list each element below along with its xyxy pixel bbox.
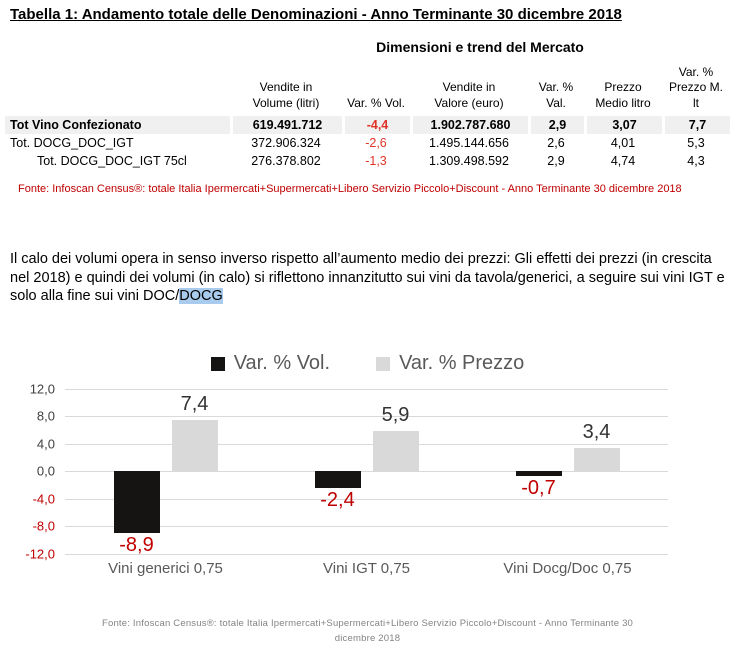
row-valore: 1.902.787.680 <box>410 116 528 135</box>
bar-value-label: -2,4 <box>320 488 355 511</box>
highlighted-text: DOCG <box>179 288 223 305</box>
column-header-var-vol: Var. % Vol. <box>347 95 405 110</box>
bar-value-label: -0,7 <box>521 477 556 500</box>
chart-plot: -8,9 7,4 -2,4 5,9 -0,7 3,4 <box>65 388 668 556</box>
row-var-vol: -1,3 <box>365 154 387 169</box>
column-header-var-val: Var. % Val. <box>538 80 574 110</box>
bar-var-prezzo <box>573 447 620 472</box>
column-header-valore: Vendite in Valore (euro) <box>434 80 504 110</box>
gridline <box>65 526 668 528</box>
bar-var-vol <box>515 471 562 477</box>
market-table: Dimensioni e trend del Mercato Vendite i… <box>5 39 730 170</box>
row-valore: 1.495.144.656 <box>429 136 509 151</box>
body-paragraph: Il calo dei volumi opera in senso invers… <box>10 250 732 306</box>
y-tick-label: -8,0 <box>32 518 55 534</box>
gridline <box>65 416 668 418</box>
legend-label: Var. % Prezzo <box>399 352 525 375</box>
chart-groups: -8,9 7,4 -2,4 5,9 -0,7 3,4 <box>65 389 668 556</box>
chart-x-labels: Vini generici 0,75 Vini IGT 0,75 Vini Docg… <box>65 560 668 577</box>
bar-chart: Var. % Vol. Var. % Prezzo 12,0 8,0 4,0 0,0 -4… <box>5 351 730 646</box>
gridline <box>65 471 668 473</box>
row-var-prezzo: 5,3 <box>687 136 705 151</box>
y-tick-label: 0,0 <box>36 463 55 479</box>
row-var-prezzo: 4,3 <box>687 154 705 169</box>
table-source-note: Fonte: Infoscan Census®: totale Italia I… <box>18 183 682 196</box>
row-var-vol: -4,4 <box>342 116 410 135</box>
y-tick-label: 8,0 <box>36 408 55 424</box>
bar-value-label: -8,9 <box>119 533 154 556</box>
row-label: Tot. DOCG_DOC_IGT 75cl <box>37 154 187 169</box>
row-volume: 372.906.324 <box>251 136 321 151</box>
chart-group: -2,4 5,9 <box>266 389 467 554</box>
y-tick-label: -4,0 <box>32 491 55 507</box>
row-var-val: 2,9 <box>547 154 565 169</box>
category-label: Vini IGT 0,75 <box>323 559 410 577</box>
gridline <box>65 388 668 390</box>
chart-group: -8,9 7,4 <box>65 389 266 556</box>
bar-var-vol <box>314 471 361 488</box>
chart-legend: Var. % Vol. Var. % Prezzo <box>5 351 730 377</box>
bar-var-prezzo <box>171 420 218 472</box>
legend-swatch <box>210 356 225 371</box>
table-section-title: Dimensioni e trend del Mercato <box>376 39 584 55</box>
row-var-vol: -2,6 <box>365 136 387 151</box>
gridline <box>65 443 668 445</box>
legend-item: Var. % Prezzo <box>376 352 524 375</box>
row-prezzo: 3,07 <box>584 116 662 135</box>
row-var-prezzo: 7,7 <box>662 116 730 135</box>
bar-value-label: 5,9 <box>381 403 410 426</box>
row-var-val: 2,9 <box>528 116 584 135</box>
row-var-val: 2,6 <box>547 136 565 151</box>
row-valore: 1.309.498.592 <box>429 154 509 169</box>
bar-var-prezzo <box>372 430 419 472</box>
y-tick-label: -12,0 <box>25 546 55 562</box>
gridline <box>65 498 668 500</box>
chart-group: -0,7 3,4 <box>467 389 668 554</box>
y-tick-label: 4,0 <box>36 436 55 452</box>
column-header-var-prezzo: Var. % Prezzo M. lt <box>668 65 723 110</box>
legend-swatch <box>376 356 391 371</box>
y-tick-label: 12,0 <box>29 381 55 397</box>
column-header-prezzo: Prezzo Medio litro <box>595 80 651 110</box>
column-header-volume: Vendite in Volume (litri) <box>252 80 320 110</box>
chart-y-axis: 12,0 8,0 4,0 0,0 -4,0 -8,0 -12,0 <box>5 381 65 561</box>
legend-item: Var. % Vol. <box>210 352 331 375</box>
bar-value-label: 3,4 <box>582 420 611 443</box>
row-prezzo: 4,01 <box>610 136 636 151</box>
category-label: Vini Docg/Doc 0,75 <box>503 559 632 577</box>
row-prezzo: 4,74 <box>610 154 636 169</box>
legend-label: Var. % Vol. <box>233 352 331 375</box>
row-label: Tot. DOCG_DOC_IGT <box>10 136 134 151</box>
row-label: Tot Vino Confezionato <box>5 116 230 135</box>
row-volume: 276.378.802 <box>251 154 321 169</box>
chart-source-note: Fonte: Infoscan Census®: totale Italia I… <box>101 617 634 644</box>
gridline <box>65 553 668 555</box>
category-label: Vini generici 0,75 <box>108 559 223 577</box>
row-volume: 619.491.712 <box>230 116 342 135</box>
bar-var-vol <box>113 471 160 533</box>
paragraph-text: Il calo dei volumi opera in senso invers… <box>10 251 725 305</box>
page-title: Tabella 1: Andamento totale delle Denomi… <box>10 6 622 23</box>
chart-plot-row: 12,0 8,0 4,0 0,0 -4,0 -8,0 -12,0 -8,9 7,4 -2,4 5,… <box>5 381 730 561</box>
bar-value-label: 7,4 <box>180 393 209 416</box>
